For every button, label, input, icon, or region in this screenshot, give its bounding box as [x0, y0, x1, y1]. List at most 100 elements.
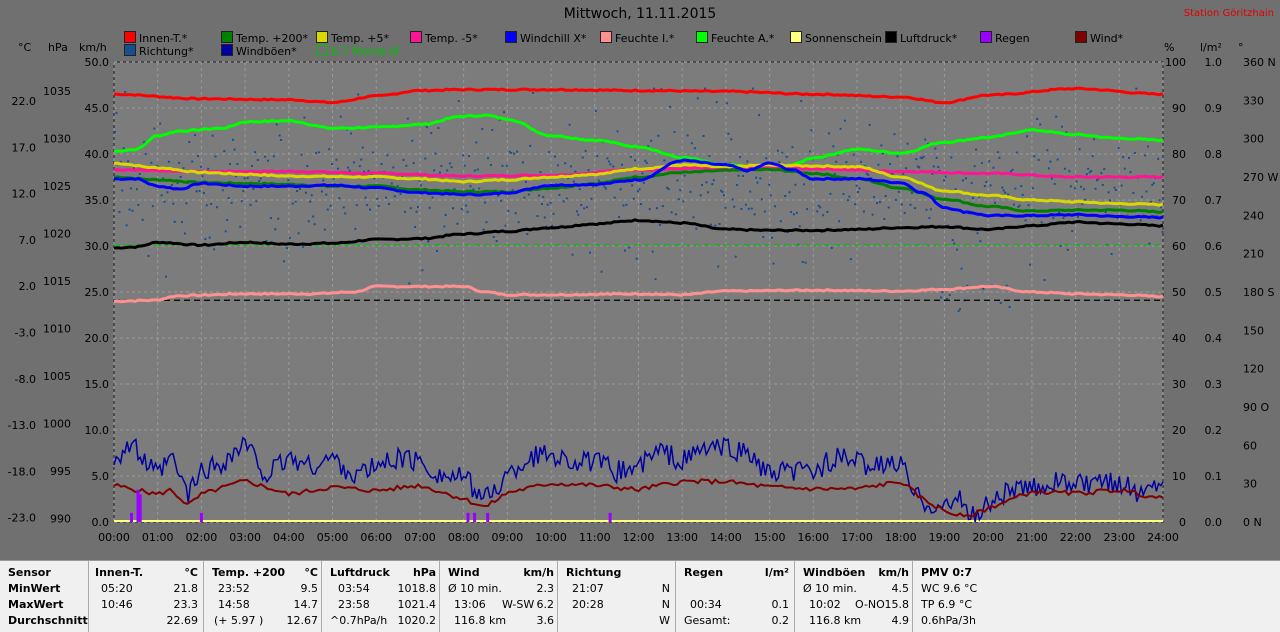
direction-point: [556, 164, 559, 167]
direction-point: [625, 203, 628, 206]
direction-point: [724, 206, 727, 209]
direction-point: [201, 175, 204, 178]
direction-point: [736, 184, 739, 186]
direction-point: [919, 156, 922, 159]
direction-point: [160, 194, 163, 197]
x-tick-label: 15:00: [754, 531, 786, 544]
direction-point: [465, 204, 468, 207]
direction-point: [725, 102, 728, 105]
direction-point: [570, 165, 572, 168]
direction-point: [998, 156, 1001, 159]
direction-point: [453, 188, 456, 191]
x-tick-label: 06:00: [360, 531, 392, 544]
tick-kmh: 20.0: [85, 332, 110, 345]
direction-point: [434, 152, 437, 155]
direction-point: [1049, 160, 1052, 163]
tick-direction: 210: [1243, 248, 1264, 261]
direction-point: [623, 249, 626, 252]
stats-innen-min-time: 05:20: [101, 582, 133, 595]
direction-point: [656, 207, 658, 210]
unit-celsius: °C: [18, 41, 32, 54]
stats-luftdruck-max: 1021.4: [397, 598, 437, 611]
direction-point: [122, 147, 125, 150]
direction-point: [457, 100, 460, 103]
legend-item: Regen: [980, 31, 1030, 45]
stats-wind-header: Wind: [448, 566, 480, 579]
direction-point: [857, 191, 859, 193]
station-name: Station Göritzhain: [1183, 8, 1274, 19]
direction-point: [1062, 216, 1065, 219]
direction-point: [363, 170, 366, 173]
direction-point: [1068, 170, 1071, 173]
legend-label: Sonnenschein: [805, 32, 882, 45]
direction-point: [693, 147, 696, 150]
unit-percent: %: [1164, 41, 1175, 54]
direction-point: [252, 188, 255, 190]
direction-point: [634, 159, 637, 162]
legend-swatch: [316, 31, 328, 43]
direction-point: [428, 206, 431, 209]
direction-point: [371, 151, 374, 154]
direction-point: [291, 202, 294, 205]
direction-point: [1145, 190, 1148, 193]
direction-point: [826, 210, 829, 213]
direction-point: [387, 203, 390, 205]
direction-point: [871, 213, 874, 216]
direction-point: [1088, 171, 1091, 174]
direction-point: [296, 190, 299, 192]
tick-percent: 20: [1172, 424, 1186, 437]
direction-point: [425, 126, 428, 129]
direction-point: [794, 183, 797, 186]
direction-point: [265, 240, 268, 242]
direction-point: [1087, 167, 1090, 170]
direction-point: [731, 198, 734, 201]
direction-point: [778, 161, 781, 164]
direction-point: [452, 207, 454, 210]
tick-hpa: 1010: [43, 323, 71, 336]
direction-point: [1160, 206, 1163, 209]
direction-point: [1104, 211, 1107, 214]
direction-point: [803, 183, 806, 186]
direction-point: [1059, 244, 1062, 247]
direction-point: [849, 258, 852, 261]
direction-point: [366, 204, 369, 206]
direction-point: [763, 210, 766, 213]
stats-regen-header: Regen: [684, 566, 724, 579]
direction-point: [776, 149, 779, 152]
tick-hpa: 1015: [43, 275, 71, 288]
direction-point: [491, 128, 494, 131]
x-tick-label: 17:00: [841, 531, 873, 544]
direction-point: [689, 190, 692, 193]
direction-point: [1033, 155, 1036, 158]
direction-point: [277, 217, 280, 220]
direction-point: [860, 160, 862, 163]
legend-swatch: [124, 31, 136, 43]
direction-point: [1071, 230, 1074, 232]
legend-item: Temp. -5*: [410, 31, 478, 45]
direction-point: [1147, 145, 1149, 148]
direction-point: [822, 214, 825, 217]
direction-point: [855, 184, 858, 187]
direction-point: [370, 173, 373, 176]
direction-point: [739, 156, 741, 159]
direction-point: [473, 169, 476, 172]
direction-point: [156, 164, 159, 167]
x-tick-label: 12:00: [623, 531, 655, 544]
direction-point: [951, 239, 954, 242]
direction-point: [153, 127, 156, 130]
direction-point: [280, 139, 283, 141]
direction-point: [733, 205, 736, 208]
direction-point: [709, 223, 712, 226]
stats-regen-unit: l/m²: [764, 566, 789, 579]
stats-boeen-avg10: 4.5: [891, 582, 910, 595]
direction-point: [562, 200, 565, 203]
direction-point: [501, 164, 504, 167]
direction-point: [264, 155, 267, 158]
direction-point: [1097, 177, 1100, 180]
direction-point: [246, 177, 249, 179]
stats-temp200-header: Temp. +200: [212, 566, 286, 579]
series-line: [114, 161, 1164, 207]
x-tick-label: 11:00: [579, 531, 611, 544]
direction-point: [873, 196, 876, 198]
direction-point: [641, 172, 644, 175]
